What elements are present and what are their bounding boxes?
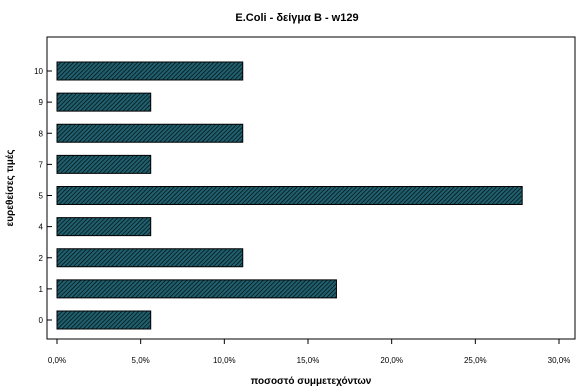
bar-2: [56, 248, 244, 268]
bars-group: [56, 61, 523, 330]
y-tick-label: 10: [34, 67, 43, 76]
bar-9: [56, 92, 152, 112]
y-axis-label: ευρεθείσες τιμές: [5, 149, 16, 226]
bar-0: [56, 310, 152, 330]
x-axis-label: ποσοστό συμμετεχόντων: [251, 376, 372, 387]
bar-8: [56, 123, 244, 143]
x-tick-label: 30,0%: [548, 356, 571, 365]
y-tick-label: 9: [39, 98, 44, 107]
bar-7: [56, 154, 152, 174]
y-tick-label: 2: [39, 254, 44, 263]
bar-10: [56, 61, 244, 81]
x-tick-label: 0,0%: [48, 356, 66, 365]
plot-area-frame: [46, 36, 576, 340]
x-tick-label: 20,0%: [380, 356, 403, 365]
x-tick-label: 5,0%: [132, 356, 150, 365]
y-tick-label: 8: [39, 129, 44, 138]
y-tick-label: 0: [39, 316, 44, 325]
x-tick-label: 10,0%: [213, 356, 236, 365]
bar-5: [56, 186, 523, 205]
y-tick-label: 1: [39, 285, 44, 294]
y-tick-label: 4: [39, 223, 44, 232]
bar-1: [56, 279, 337, 299]
y-tick-label: 5: [39, 192, 44, 201]
x-tick-label: 25,0%: [464, 356, 487, 365]
chart-title: E.Coli - δείγμα Β - w129: [235, 12, 358, 24]
x-axis-ticks: 0,0% 5,0% 10,0% 15,0% 20,0% 25,0% 30,0%: [48, 339, 570, 365]
x-tick-label: 15,0%: [297, 356, 320, 365]
bar-4: [56, 217, 152, 237]
y-tick-label: 7: [39, 160, 44, 169]
